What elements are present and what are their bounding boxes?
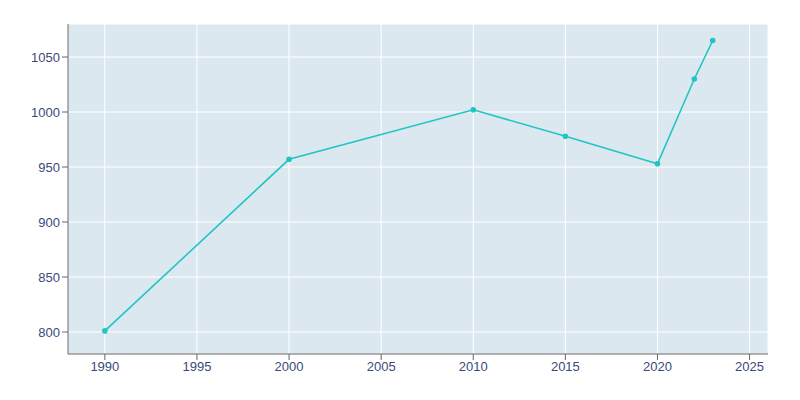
svg-text:1990: 1990 (90, 359, 119, 374)
svg-text:2015: 2015 (551, 359, 580, 374)
svg-text:900: 900 (38, 215, 60, 230)
svg-text:2010: 2010 (459, 359, 488, 374)
svg-text:1050: 1050 (31, 50, 60, 65)
svg-text:2020: 2020 (643, 359, 672, 374)
svg-text:800: 800 (38, 325, 60, 340)
svg-text:1995: 1995 (182, 359, 211, 374)
svg-text:2025: 2025 (735, 359, 764, 374)
svg-text:2000: 2000 (275, 359, 304, 374)
svg-text:2005: 2005 (367, 359, 396, 374)
svg-text:1000: 1000 (31, 105, 60, 120)
svg-text:850: 850 (38, 270, 60, 285)
svg-text:950: 950 (38, 160, 60, 175)
